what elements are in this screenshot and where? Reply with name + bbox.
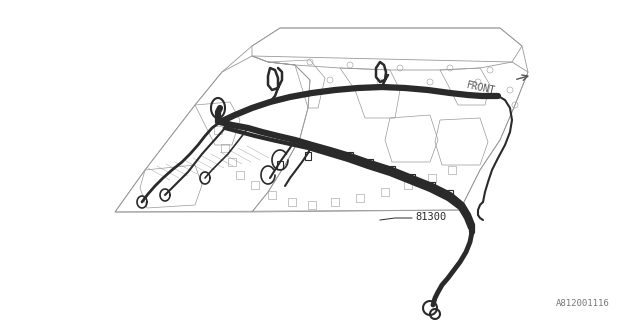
Bar bbox=[221, 144, 229, 152]
Bar bbox=[447, 190, 453, 198]
Bar bbox=[429, 182, 435, 190]
Bar bbox=[277, 161, 283, 169]
Bar bbox=[251, 181, 259, 189]
Bar bbox=[428, 174, 436, 182]
Bar bbox=[331, 198, 339, 206]
Text: A812001116: A812001116 bbox=[556, 299, 610, 308]
Bar bbox=[356, 194, 364, 202]
Bar bbox=[305, 152, 311, 160]
Bar bbox=[288, 198, 296, 206]
Bar bbox=[381, 188, 389, 196]
Bar bbox=[389, 166, 395, 174]
Bar bbox=[228, 158, 236, 166]
Bar bbox=[347, 152, 353, 160]
Bar bbox=[308, 201, 316, 209]
Text: FRONT: FRONT bbox=[465, 80, 496, 96]
Bar bbox=[236, 171, 244, 179]
Bar bbox=[448, 166, 456, 174]
Bar bbox=[214, 126, 222, 134]
Bar bbox=[367, 159, 373, 167]
Bar bbox=[409, 174, 415, 182]
Bar bbox=[404, 181, 412, 189]
Bar bbox=[268, 191, 276, 199]
Text: 81300: 81300 bbox=[415, 212, 446, 222]
